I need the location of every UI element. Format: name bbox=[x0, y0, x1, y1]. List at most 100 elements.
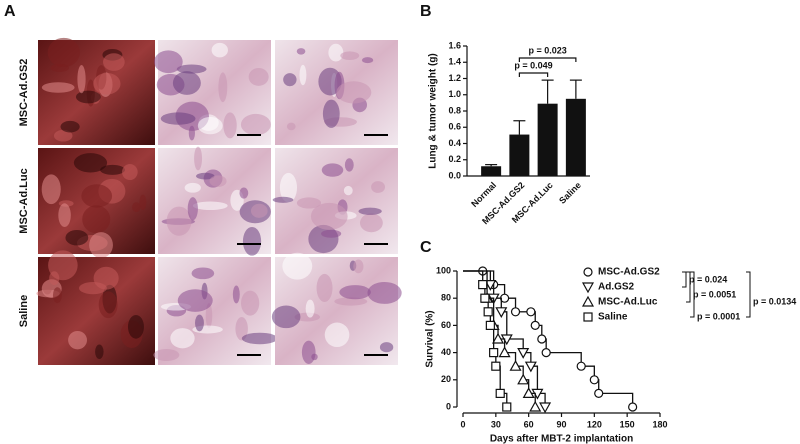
annotation: p = 0.0051 bbox=[693, 289, 736, 299]
survival-marker bbox=[628, 402, 638, 412]
survival-marker bbox=[495, 388, 505, 398]
photo-texture bbox=[205, 303, 213, 328]
survival-marker bbox=[522, 387, 535, 398]
photo-texture bbox=[153, 349, 180, 361]
photo-texture bbox=[192, 201, 228, 211]
bracket bbox=[682, 271, 687, 288]
photo-texture bbox=[68, 330, 87, 350]
survival-marker bbox=[483, 307, 493, 317]
survival-marker bbox=[594, 388, 604, 398]
survival-marker bbox=[502, 402, 512, 412]
photo-texture bbox=[47, 37, 80, 68]
survival-marker bbox=[530, 320, 540, 330]
photo-texture bbox=[296, 197, 322, 209]
survival-marker bbox=[478, 280, 488, 290]
legend-marker bbox=[583, 267, 593, 277]
y-tick-label: 0.8 bbox=[448, 105, 461, 115]
photo-texture bbox=[176, 64, 207, 74]
photo-texture bbox=[336, 81, 372, 104]
survival-marker bbox=[509, 359, 522, 371]
photo-texture bbox=[41, 174, 61, 205]
photo-texture bbox=[177, 289, 213, 312]
photo-texture bbox=[340, 51, 360, 60]
photo-texture bbox=[81, 184, 113, 208]
photo-texture bbox=[195, 314, 204, 332]
survival-marker bbox=[524, 361, 537, 373]
survival-marker bbox=[539, 402, 552, 414]
x-tick-label: 0 bbox=[460, 419, 465, 429]
photo-texture bbox=[172, 71, 201, 95]
y-tick-label: 80 bbox=[441, 293, 451, 303]
x-axis-label: Days after MBT-2 implantation bbox=[490, 434, 633, 444]
bracket bbox=[690, 271, 695, 318]
annotation: p = 0.024 bbox=[689, 274, 727, 284]
bracket bbox=[746, 271, 751, 318]
y-tick-label: 40 bbox=[441, 347, 451, 357]
photo-texture bbox=[344, 158, 354, 172]
survival-marker bbox=[484, 280, 497, 291]
photo-texture bbox=[358, 207, 382, 215]
photo-texture bbox=[235, 317, 248, 341]
photo-texture bbox=[322, 99, 340, 128]
photo-texture bbox=[170, 328, 195, 349]
survival-marker bbox=[510, 307, 521, 317]
survival-marker bbox=[517, 348, 530, 359]
photo-texture bbox=[272, 196, 294, 203]
photo-texture bbox=[361, 57, 374, 64]
bracket bbox=[518, 72, 549, 77]
photo-texture bbox=[79, 282, 107, 295]
photo-texture bbox=[232, 285, 240, 304]
legend-label: Saline bbox=[598, 312, 628, 323]
photo-texture bbox=[310, 202, 348, 230]
bar bbox=[565, 98, 586, 176]
survival-marker bbox=[541, 348, 551, 358]
photo-texture bbox=[132, 202, 141, 213]
y-tick-label: 20 bbox=[441, 374, 451, 384]
photo-texture bbox=[240, 113, 271, 136]
survival-marker bbox=[576, 361, 586, 371]
y-tick-label: 0.2 bbox=[448, 154, 461, 164]
photo-texture bbox=[73, 153, 108, 173]
photo-texture bbox=[282, 252, 313, 280]
legend-marker bbox=[581, 282, 595, 294]
photo-texture bbox=[250, 203, 268, 218]
photo-texture bbox=[301, 340, 316, 364]
photo-texture bbox=[218, 72, 228, 103]
y-tick-label: 100 bbox=[436, 265, 451, 275]
photo-texture bbox=[89, 232, 113, 259]
photo-texture bbox=[49, 271, 60, 286]
annotation: p = 0.049 bbox=[514, 60, 552, 70]
photo-texture bbox=[122, 164, 138, 181]
photo-texture bbox=[334, 297, 368, 306]
photo-texture bbox=[248, 67, 269, 86]
photo-texture bbox=[191, 267, 215, 280]
photo-texture bbox=[209, 175, 227, 187]
photo-texture bbox=[239, 187, 249, 199]
survival-step bbox=[546, 351, 582, 367]
x-tick-label: Saline bbox=[557, 180, 583, 206]
photo-texture bbox=[50, 63, 70, 73]
survival-marker bbox=[485, 320, 495, 330]
y-axis-label: Lung & tumor weight (g) bbox=[428, 53, 439, 169]
photo-texture bbox=[93, 72, 121, 95]
photo-texture bbox=[321, 163, 344, 177]
y-tick-label: 0.0 bbox=[448, 170, 461, 180]
bracket bbox=[686, 271, 691, 303]
photo-texture bbox=[223, 112, 237, 139]
survival-marker bbox=[489, 348, 499, 358]
photo-texture bbox=[359, 213, 383, 233]
x-tick-label: 180 bbox=[652, 419, 667, 429]
y-tick-label: 1.0 bbox=[448, 89, 461, 99]
photo-texture bbox=[194, 146, 203, 171]
y-tick-label: 1.4 bbox=[448, 57, 461, 67]
photo-texture bbox=[283, 73, 297, 87]
photo-texture bbox=[343, 185, 353, 196]
photo-texture bbox=[184, 182, 201, 193]
row-label: MSC-Ad.GS2 bbox=[18, 59, 30, 127]
legend-marker bbox=[581, 295, 595, 307]
survival-marker bbox=[537, 334, 547, 344]
survival-marker bbox=[491, 361, 501, 371]
photo-texture bbox=[339, 285, 371, 300]
y-tick-label: 60 bbox=[441, 320, 451, 330]
